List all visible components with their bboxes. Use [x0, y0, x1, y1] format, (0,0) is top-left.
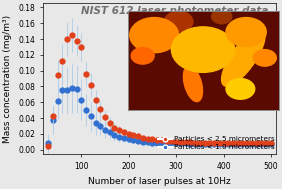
Y-axis label: Mass concentration (mg/m³): Mass concentration (mg/m³) [3, 15, 12, 143]
Circle shape [171, 27, 235, 72]
Text: NIST 612 laser photometer data: NIST 612 laser photometer data [81, 6, 269, 16]
Circle shape [130, 18, 179, 53]
Circle shape [226, 79, 255, 99]
Circle shape [164, 11, 193, 32]
Legend: Particles < 2.5 micrometers, Particles < 1.0 micrometers: Particles < 2.5 micrometers, Particles <… [158, 136, 274, 150]
X-axis label: Number of laser pulses at 10Hz: Number of laser pulses at 10Hz [88, 177, 231, 186]
Ellipse shape [183, 66, 202, 102]
Circle shape [253, 50, 276, 66]
Ellipse shape [222, 29, 265, 86]
Circle shape [226, 18, 266, 46]
Circle shape [131, 48, 154, 64]
Circle shape [212, 9, 232, 24]
